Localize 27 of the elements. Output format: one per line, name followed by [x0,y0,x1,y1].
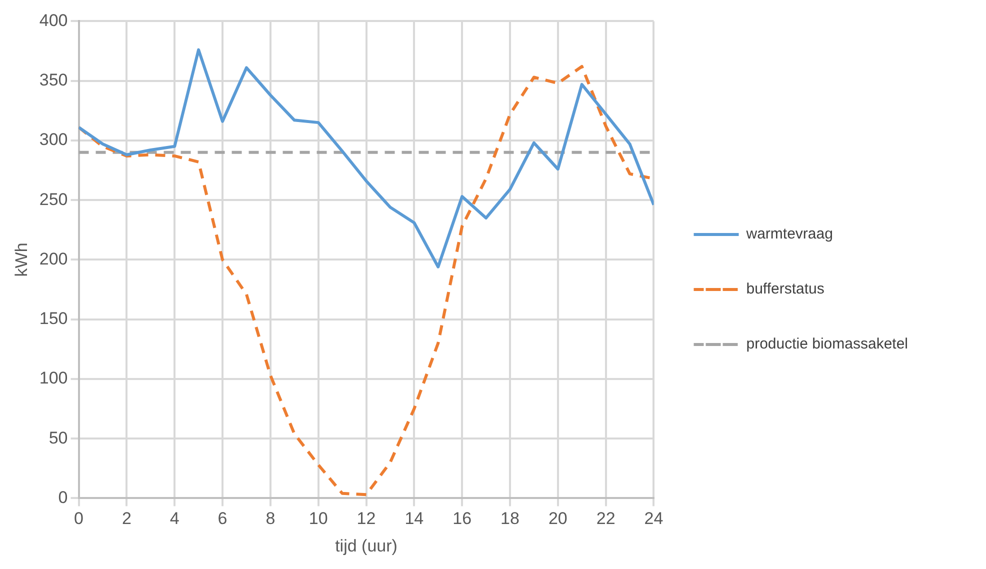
y-tick-label: 50 [48,428,68,448]
x-tick-label: 22 [596,509,616,528]
x-axis-title: tijd (uur) [335,536,398,556]
x-tick-label: 8 [266,509,276,528]
y-tick-label: 300 [39,130,68,150]
y-axis-title: kWh [12,242,31,277]
y-tick-label: 100 [39,368,68,388]
y-tick-label: 0 [58,488,68,507]
legend-label: warmtevraag [745,226,833,243]
y-tick-label: 250 [39,190,68,209]
y-tick-label: 400 [39,10,68,30]
x-tick-label: 10 [308,509,328,528]
y-tick-label: 150 [39,309,68,328]
x-tick-label: 24 [644,509,664,528]
x-tick-label: 0 [74,509,84,528]
x-tick-label: 14 [404,509,424,528]
x-tick-label: 16 [452,509,472,528]
x-tick-label: 6 [218,509,228,528]
y-tick-label: 350 [39,70,68,90]
x-tick-label: 18 [500,509,520,528]
x-tick-label: 12 [356,509,376,528]
x-tick-label: 2 [122,509,132,528]
y-tick-label: 200 [39,249,68,268]
x-tick-label: 4 [170,509,180,528]
legend-label: bufferstatus [746,280,824,298]
legend-label: productie biomassaketel [746,336,908,353]
x-tick-label: 20 [548,509,568,528]
